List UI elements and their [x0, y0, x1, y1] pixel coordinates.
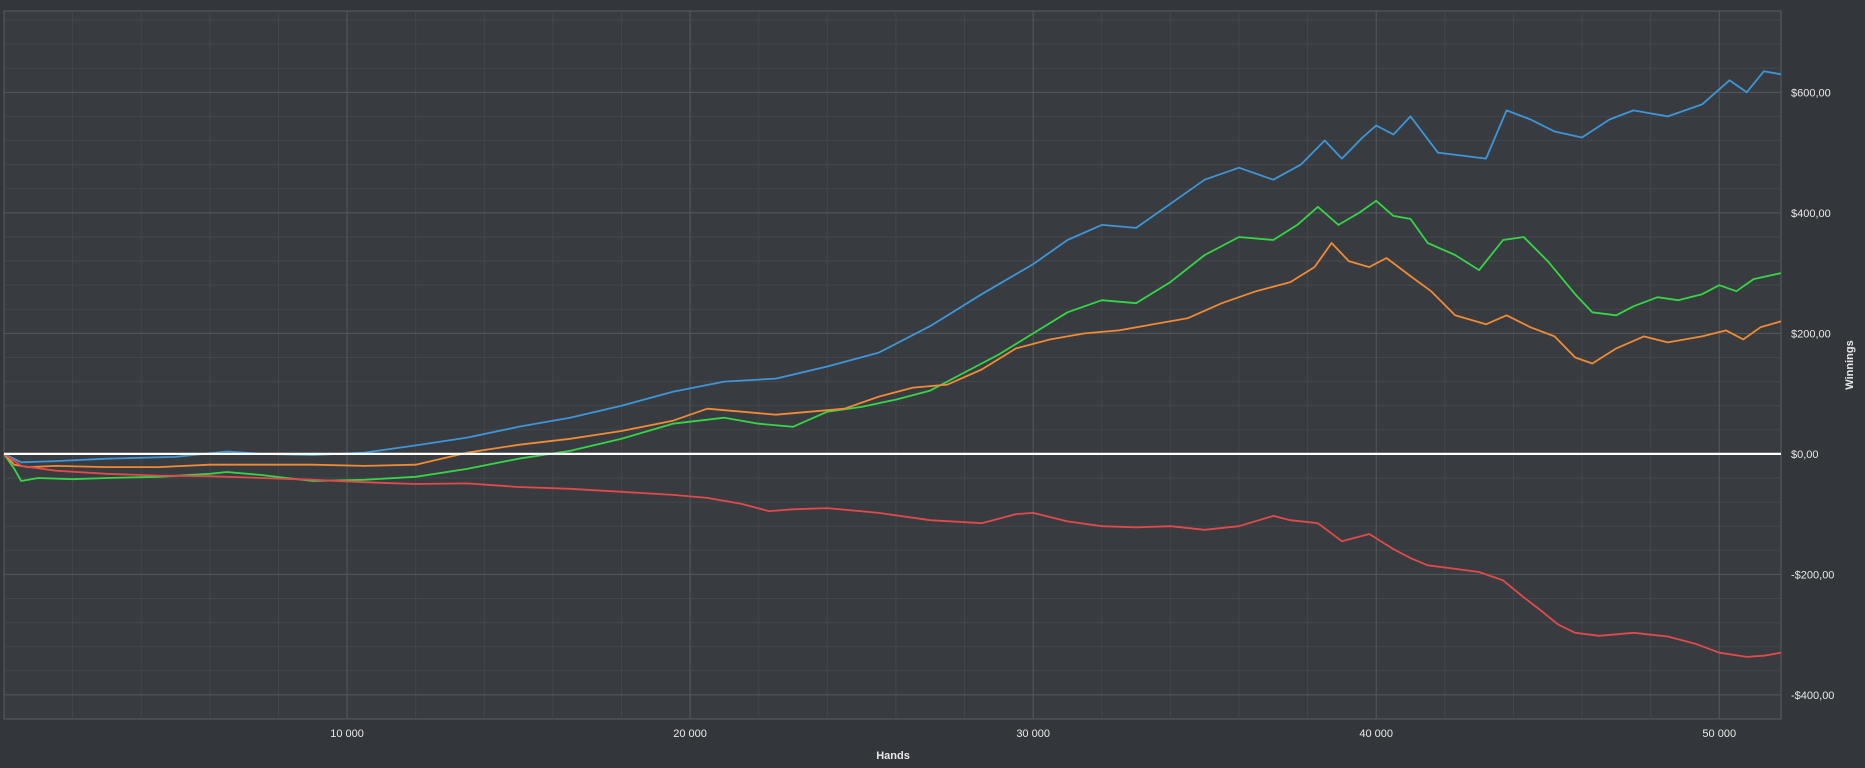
y-tick-label: $400,00: [1791, 208, 1831, 220]
y-tick-label: -$400,00: [1791, 690, 1834, 702]
x-tick-label: 30 000: [1016, 728, 1050, 740]
y-tick-label: $600,00: [1791, 87, 1831, 99]
minor-grid: [4, 11, 1781, 719]
y-tick-label: $200,00: [1791, 328, 1831, 340]
x-axis-label: Hands: [876, 750, 910, 762]
series-layer: [3, 70, 1782, 658]
y-axis-label: Winnings: [1844, 340, 1856, 389]
series-line-1: [3, 70, 1782, 464]
x-tick-labels: 10 000 20 000 30 000 40 000 50 000: [330, 728, 1736, 740]
series-line-4: [3, 453, 1782, 658]
major-grid: [4, 11, 1781, 719]
y-tick-label: $0,00: [1791, 449, 1819, 461]
y-tick-labels: $600,00 $400,00 $200,00 $0,00 -$200,00 -$400,…: [1791, 87, 1834, 702]
x-tick-label: 10 000: [330, 728, 364, 740]
x-tick-label: 50 000: [1702, 728, 1736, 740]
y-tick-label: -$200,00: [1791, 569, 1834, 581]
x-tick-label: 40 000: [1359, 728, 1393, 740]
x-tick-label: 20 000: [673, 728, 707, 740]
series-line-3: [3, 242, 1782, 468]
plot-area: [3, 10, 1782, 720]
